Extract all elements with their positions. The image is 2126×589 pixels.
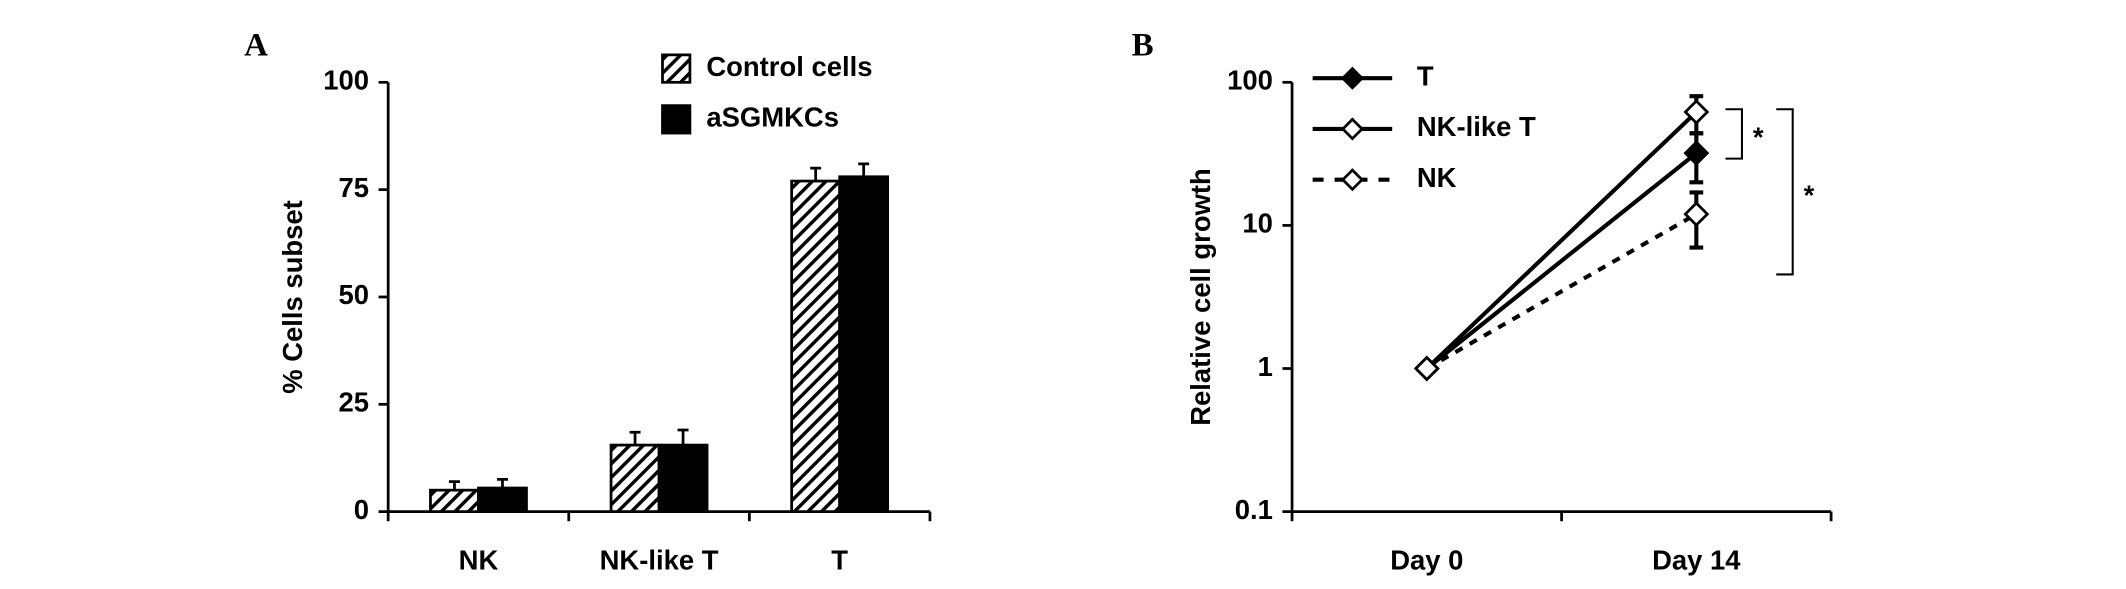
bar [838,175,890,513]
y-axis-title: Relative cell growth [1185,168,1216,426]
y-tick-label: 25 [338,387,369,418]
legend-label: Control cells [706,51,872,82]
bar [609,443,661,513]
marker [1683,201,1710,227]
y-tick-label: 100 [1227,65,1273,96]
y-tick-label: 10 [1242,208,1273,239]
line [1425,151,1698,371]
x-tick-label: Day 14 [1652,545,1741,576]
error-bar [629,430,641,446]
error-bar [677,428,689,446]
error-bar [810,166,822,182]
legend-label: aSGMKCs [706,102,839,133]
legend-marker [1340,117,1364,141]
legend-swatch [661,104,692,135]
marker [1413,355,1440,382]
significance-bracket [1776,108,1794,276]
error-bar [496,478,508,489]
x-tick-label: T [831,545,848,576]
line [1425,110,1698,371]
x-tick-label: NK [459,545,499,576]
error-bar [448,480,460,491]
legend-label: NK [1417,162,1457,193]
legend-marker [1340,66,1364,90]
legend-swatch [661,53,692,84]
legend-label: NK-like T [1417,111,1536,142]
y-tick-label: 0.1 [1235,494,1273,525]
x-tick-label: Day 0 [1390,545,1463,576]
legend-marker [1340,168,1364,192]
y-axis-title: % Cells subset [277,200,308,394]
significance-label: * [1753,122,1764,153]
error-bar [858,162,870,177]
marker [1683,140,1710,167]
y-tick-label: 0 [354,494,369,525]
panel-label: A [244,28,268,64]
y-tick-label: 75 [338,172,369,203]
y-tick-label: 50 [338,279,369,310]
x-tick-label: NK-like T [600,545,719,576]
legend-label: T [1417,60,1434,91]
marker [1683,99,1710,125]
significance-label: * [1804,180,1815,211]
bar [790,179,842,513]
significance-bracket [1725,108,1743,160]
line [1425,212,1698,371]
bar [429,488,480,513]
panel-label: B [1132,28,1154,64]
y-tick-label: 1 [1258,351,1273,382]
bar [657,443,709,513]
y-tick-label: 100 [323,65,369,96]
bar [477,486,528,513]
